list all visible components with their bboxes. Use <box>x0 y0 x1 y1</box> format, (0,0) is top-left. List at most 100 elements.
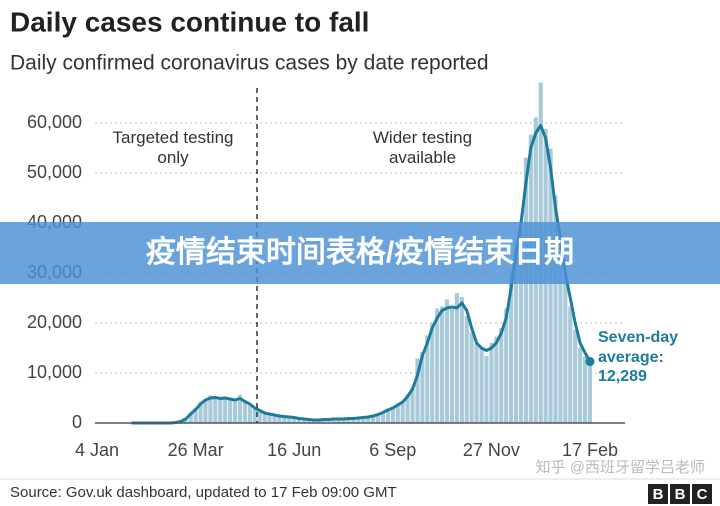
y-tick-label: 50,000 <box>27 162 82 182</box>
source: Source: Gov.uk dashboard, updated to 17 … <box>10 484 397 501</box>
bar <box>223 397 228 423</box>
x-tick-label: 26 Mar <box>168 440 224 460</box>
chart-title: Daily cases continue to fall <box>10 6 369 37</box>
bar <box>513 243 519 423</box>
bar <box>346 418 351 423</box>
bar <box>297 418 302 423</box>
bar <box>415 358 420 423</box>
bar <box>262 413 267 423</box>
bar <box>489 343 494 423</box>
bar <box>247 405 252 423</box>
bar <box>232 401 238 423</box>
bar <box>578 347 583 423</box>
bar <box>203 399 208 423</box>
bar <box>287 417 292 423</box>
bar <box>282 417 287 423</box>
logo-box <box>648 484 668 504</box>
bar <box>193 408 198 423</box>
bar <box>499 328 504 423</box>
bar <box>474 343 479 423</box>
x-tick-label: 6 Sep <box>369 440 416 460</box>
bar <box>518 227 524 423</box>
bar <box>331 419 336 423</box>
bar <box>306 419 312 423</box>
bar <box>563 277 568 423</box>
bar <box>405 394 410 423</box>
bar <box>548 148 553 423</box>
bar <box>371 415 376 423</box>
y-tick-label: 10,000 <box>27 362 82 382</box>
bar <box>430 323 435 423</box>
bar <box>568 306 573 423</box>
bar <box>479 348 484 423</box>
logo-letter: C <box>697 486 708 503</box>
bar <box>573 330 578 423</box>
bar <box>469 332 474 423</box>
line-label: Seven-day average: <box>598 329 679 366</box>
bar <box>361 417 366 423</box>
bar <box>459 297 464 423</box>
x-tick-label: 27 Nov <box>463 440 520 460</box>
bar <box>301 419 307 423</box>
bar <box>252 408 257 423</box>
bar <box>400 401 405 423</box>
bar <box>509 270 514 423</box>
logo: B B C <box>648 484 712 504</box>
bar <box>242 402 247 423</box>
bar <box>523 157 528 423</box>
bar <box>292 418 297 423</box>
bar <box>494 336 499 423</box>
bar <box>385 408 390 423</box>
bar <box>435 308 440 423</box>
bar <box>375 414 381 423</box>
banner: 疫情结束时间表格/疫情结束日期 <box>0 222 720 284</box>
value-label: 12,289 <box>598 368 647 385</box>
bar <box>440 306 445 423</box>
bar <box>464 316 469 423</box>
logo-letter: B <box>653 486 664 503</box>
x-tick-label: 16 Jun <box>267 440 321 460</box>
y-tick-label: 0 <box>72 412 82 432</box>
bar <box>390 408 395 423</box>
end-dot <box>585 357 595 367</box>
bar <box>454 293 459 423</box>
bar <box>213 396 218 423</box>
bar <box>326 419 331 423</box>
bar <box>336 418 341 423</box>
bar <box>420 352 425 423</box>
x-tick-label: 4 Jan <box>75 440 119 460</box>
bar <box>558 235 563 423</box>
bar <box>449 309 455 423</box>
bar <box>208 395 213 423</box>
logo-box <box>670 484 690 504</box>
bar <box>444 299 450 423</box>
bar <box>356 417 361 423</box>
annotation: Targeted testing only <box>98 128 248 168</box>
watermark: 知乎 @西班牙留学吕老师 <box>536 459 705 476</box>
bar <box>237 395 243 423</box>
x-tick-label: 17 Feb <box>562 440 618 460</box>
bar <box>484 356 489 423</box>
y-tick-label: 20,000 <box>27 312 82 332</box>
bar <box>341 419 346 423</box>
bar <box>380 411 386 423</box>
bar <box>267 414 272 423</box>
bar <box>272 415 277 423</box>
bar <box>351 418 356 423</box>
chart-subtitle: Daily confirmed coronavirus cases by dat… <box>10 52 489 75</box>
bar <box>553 195 558 423</box>
bar <box>587 359 593 423</box>
bar <box>504 308 509 423</box>
bar <box>277 416 282 423</box>
logo-letter: B <box>675 486 686 503</box>
bar <box>198 402 203 423</box>
logo-box <box>692 484 712 504</box>
bar <box>425 335 430 423</box>
bar <box>366 416 371 423</box>
bar <box>218 400 223 423</box>
bar <box>410 387 415 423</box>
annotation: Wider testing available <box>355 128 490 168</box>
bar <box>188 412 193 423</box>
bar <box>395 403 400 423</box>
